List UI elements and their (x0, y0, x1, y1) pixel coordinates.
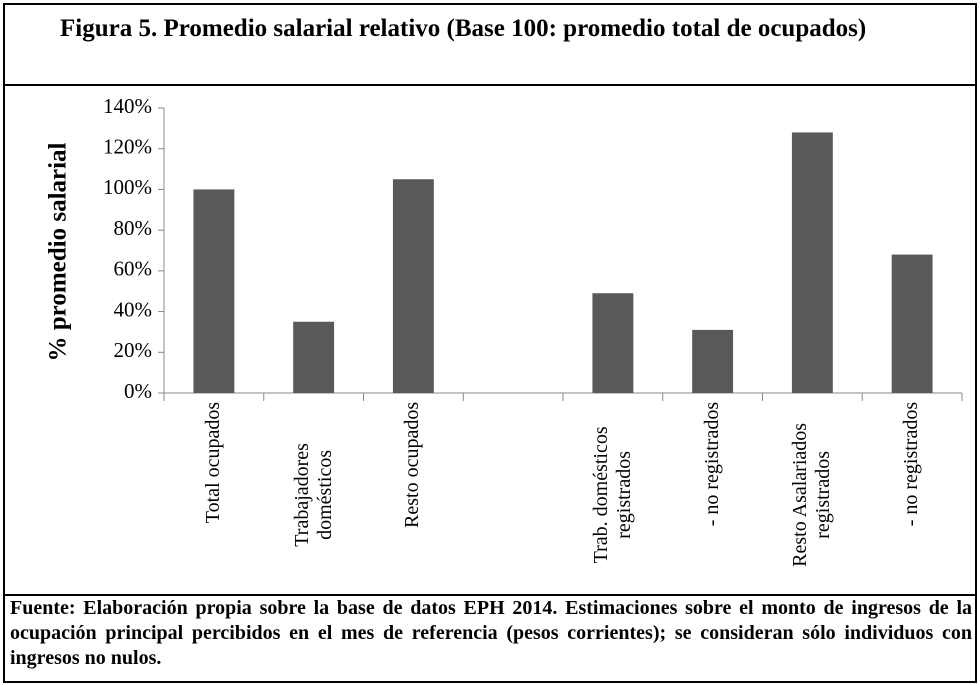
y-tick-label: 0% (124, 379, 152, 403)
x-tick-label: Total ocupados (164, 402, 264, 588)
chart-title: Figura 5. Promedio salarial relativo (Ba… (60, 15, 867, 42)
y-tick-label: 140% (103, 94, 152, 118)
bar (791, 132, 833, 393)
bar (891, 254, 933, 393)
x-tick-text: Total ocupados (202, 402, 225, 524)
x-tick-text: Resto ocupados (401, 402, 424, 529)
y-tick-label: 20% (114, 338, 153, 362)
bar (193, 189, 235, 393)
y-tick-label: 100% (103, 175, 152, 199)
x-tick-label: - no registrados (862, 402, 962, 588)
bar (392, 179, 434, 393)
frame (3, 3, 977, 683)
chart-box (3, 84, 977, 596)
x-tick-label: - no registrados (663, 402, 763, 588)
y-tick-label: 60% (114, 257, 153, 281)
x-tick-label: Trabajadores domésticos (264, 402, 364, 588)
y-tick-label: 120% (103, 135, 152, 159)
x-tick-label: Resto Asalariados registrados (763, 402, 863, 588)
y-axis-title: % promedio salarial (45, 142, 72, 361)
x-tick-text: - no registrados (900, 402, 923, 527)
x-tick-text: Trab. domésticos registrados (589, 426, 635, 564)
y-tick-label: 80% (114, 216, 153, 240)
x-tick-text: Resto Asalariados registrados (789, 423, 835, 567)
x-tick-text: - no registrados (701, 402, 724, 527)
x-tick-label: Resto ocupados (364, 402, 464, 588)
bar (293, 321, 335, 393)
x-tick-text: Trabajadores domésticos (290, 443, 336, 547)
bar (692, 329, 734, 393)
x-tick-label: Trab. domésticos registrados (563, 402, 663, 588)
bar (592, 293, 634, 393)
y-tick-label: 40% (114, 297, 153, 321)
source-note: Fuente: Elaboración propia sobre la base… (10, 597, 972, 669)
